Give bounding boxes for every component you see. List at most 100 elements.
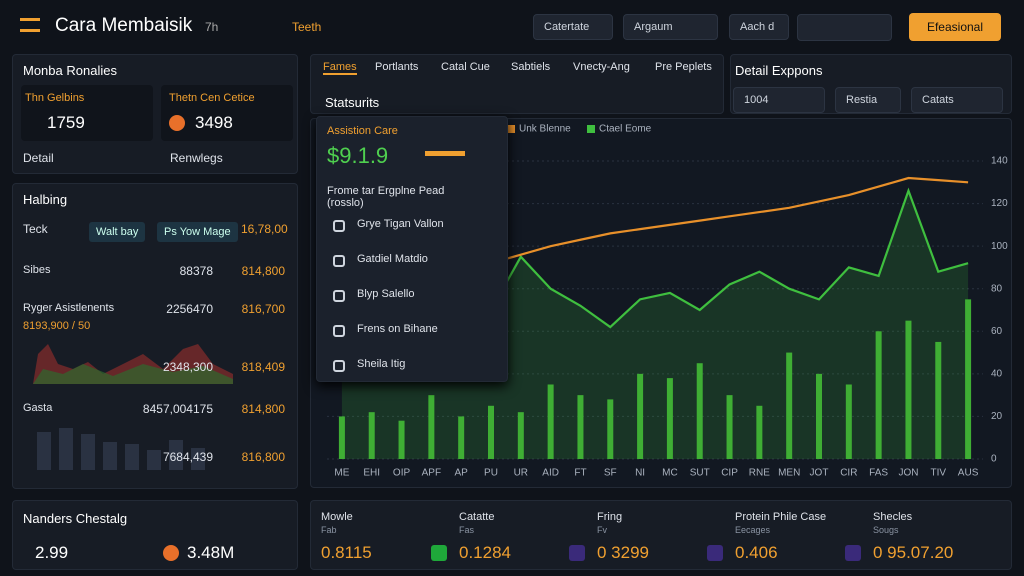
tag[interactable]: Teeth [292,20,322,34]
chart: 0 20 40 60 80 100 120 140 Unk Blenne Ctael Eome ME… [327,124,1008,479]
bar [965,299,972,459]
card-label: Thn Gelbins [25,92,85,104]
x-tick-label: JON [898,468,918,479]
panel-title: Halbing [23,192,68,207]
totals-panel: Monba Ronalies Thn Gelbins 1759 Thetn Ce… [12,54,298,174]
x-tick-label: EHI [363,468,380,479]
menu-icon [333,325,345,337]
menu-icon [333,360,345,372]
panel-title: Detail Exppons [735,63,823,78]
x-tick-label: UR [514,468,528,479]
head-value: 16,78,00 [241,222,288,236]
mini-bars [37,428,205,470]
mini-area [33,344,233,384]
row-value: 2348,300 [162,360,213,374]
stat-icon [845,545,861,561]
x-tick-label: AID [542,468,559,479]
menu-icon [333,220,345,232]
menu-icon[interactable] [20,18,40,32]
select[interactable]: Detail [23,151,54,165]
x-tick-label: TIV [930,468,946,479]
stat-icon [431,545,447,561]
menu-item[interactable]: Grye Tigan Vallon [357,218,444,230]
tab[interactable]: Pre Peplets [655,61,712,73]
tab[interactable]: Sabtiels [511,61,551,73]
card-label: Assistion Care [327,125,398,137]
x-tick-label: FAS [869,468,888,479]
panel-title: Nanders Chestalg [23,511,128,526]
card [21,85,153,141]
menu-item[interactable]: Gatdiel Matdio [357,253,428,265]
footer-panel: Nanders Chestalg 2.99 3.48M [12,500,298,570]
footer-value: 2.99 [35,543,69,562]
chip[interactable]: Catats [911,87,1003,113]
menu[interactable]: Argaum [623,14,718,40]
stat-value: 0.406 [735,543,778,562]
row-amount: 818,409 [241,360,285,374]
tab[interactable]: Fames [323,61,357,75]
row-value: 8457,004175 [142,402,213,416]
x-tick-label: ME [334,468,349,479]
filter-button[interactable]: Ps Yow Mage [157,222,238,242]
icon [169,115,185,131]
x-tick-label: CIR [840,468,857,479]
stat-name: Fring [597,511,623,523]
stat-value: 0 3299 [597,543,649,562]
row-value: 7684,439 [162,450,213,464]
menu-icon [333,290,345,302]
tab[interactable]: Portlants [375,61,419,73]
legend-label: Unk Blenne [519,124,571,135]
x-tick-label: CIP [721,468,738,479]
bar [338,416,345,459]
menu-item[interactable]: Frens on Bihane [357,323,438,335]
panel-title: Monba Ronalies [23,63,117,78]
social-icons[interactable] [797,14,892,41]
row-label: 8193,900 / 50 [23,320,91,332]
menu-item[interactable]: Blyp Salello [357,288,415,300]
bar [637,373,644,459]
menu-item[interactable]: Sheila Itig [357,358,406,370]
x-tick-label: AUS [958,468,979,479]
menu[interactable]: Catertate [533,14,613,40]
hint: 7h [205,20,219,34]
select[interactable]: Renwlegs [170,151,223,165]
stat-name: Catatte [459,511,495,523]
bar [398,420,405,459]
icon [163,545,179,561]
bar [726,395,733,459]
x-tick-label: AP [455,468,469,479]
stat-value: 0.8115 [321,543,372,562]
tab[interactable]: Catal Cue [441,61,490,73]
bar [816,373,822,459]
primary-button[interactable]: Efeasional [909,13,1001,41]
row-amount: 814,800 [241,402,285,416]
x-tick-label: NI [635,468,645,479]
y-tick-label: 20 [991,411,1003,422]
stat-sub: Sougs [873,525,899,535]
tab[interactable]: Vnecty-Ang [573,61,630,73]
legend-label: Ctael Eome [599,124,652,135]
x-tick-label: SF [604,468,617,479]
x-tick-label: PU [484,468,498,479]
legend-swatch [507,125,515,133]
filter-button[interactable]: Walt bay [89,222,146,242]
bar [935,341,942,459]
y-tick-label: 100 [991,241,1008,252]
y-tick-label: 60 [991,326,1003,337]
bar [368,412,375,459]
x-tick-label: FT [574,468,586,479]
brand: Cara Membaisik [55,15,193,36]
stat-name: Shecles [873,511,913,523]
stat-name: Mowle [321,511,353,523]
menu-title[interactable]: Frome tar Ergplne Pead (rosslo) [327,185,445,209]
section-title: Statsurits [325,95,380,110]
chip[interactable]: 1004 [733,87,825,113]
menu[interactable]: Aach d [729,14,789,40]
chip[interactable]: Restia [835,87,901,113]
row-value: 2256470 [166,302,213,316]
bar [428,395,435,459]
row-label: Ryger Asistlenents [23,302,115,314]
area [341,190,969,460]
y-tick-label: 80 [991,283,1003,294]
